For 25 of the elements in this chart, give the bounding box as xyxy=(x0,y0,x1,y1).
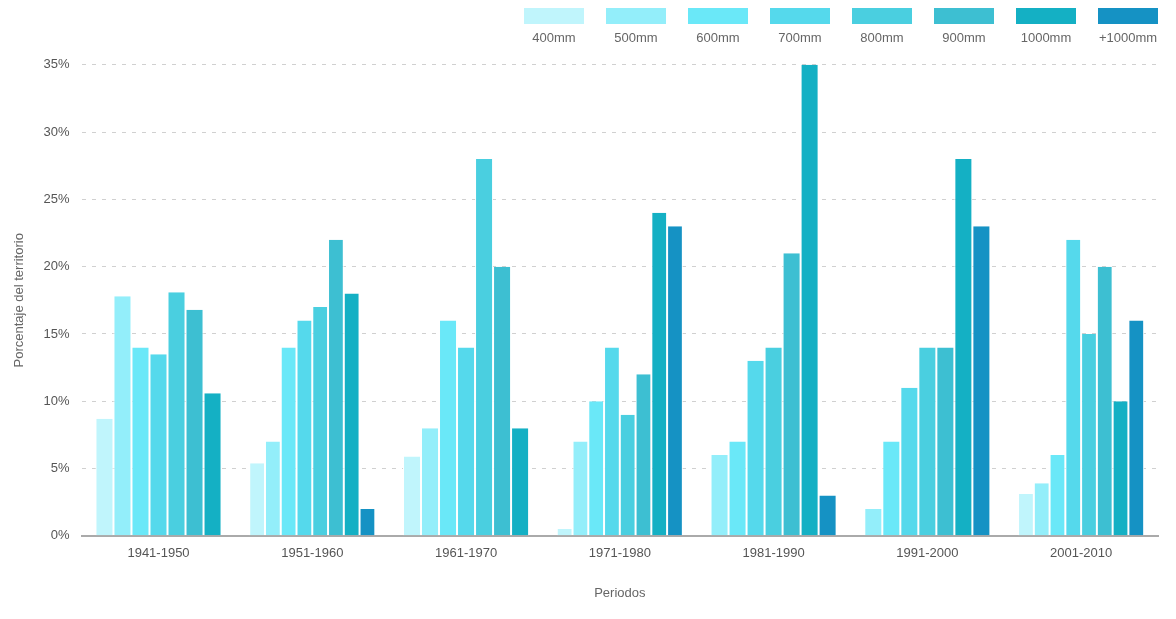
y-tick-label: 25% xyxy=(43,190,71,206)
x-axis-title: Periodos xyxy=(594,584,646,600)
legend-label: 400mm xyxy=(532,30,576,45)
x-tick-label: 1971-1980 xyxy=(588,545,651,561)
y-tick-label: 20% xyxy=(43,258,71,274)
y-axis-title: Porcentaje del territorio xyxy=(11,233,27,368)
y-tick-label: 15% xyxy=(43,325,71,341)
y-tick-label: 30% xyxy=(43,123,71,139)
y-tick-label: 0% xyxy=(50,527,71,543)
legend-label: +1000mm xyxy=(1098,30,1158,45)
legend-label: 800mm xyxy=(860,30,904,45)
x-tick-label: 1991-2000 xyxy=(896,545,959,561)
legend-label: 900mm xyxy=(942,30,986,45)
legend-label: 500mm xyxy=(614,30,658,45)
y-tick-label: 35% xyxy=(43,56,71,72)
legend-label: 600mm xyxy=(696,30,740,45)
x-tick-label: 2001-2010 xyxy=(1050,545,1113,561)
legend-label: 1000mm xyxy=(1020,30,1072,45)
legend-label: 700mm xyxy=(778,30,822,45)
y-tick-label: 5% xyxy=(50,460,71,476)
x-tick-label: 1961-1970 xyxy=(434,545,498,561)
x-tick-label: 1981-1990 xyxy=(742,545,805,561)
x-tick-label: 1951-1960 xyxy=(281,545,344,561)
x-tick-label: 1941-1950 xyxy=(127,545,190,561)
y-tick-label: 10% xyxy=(43,392,71,408)
